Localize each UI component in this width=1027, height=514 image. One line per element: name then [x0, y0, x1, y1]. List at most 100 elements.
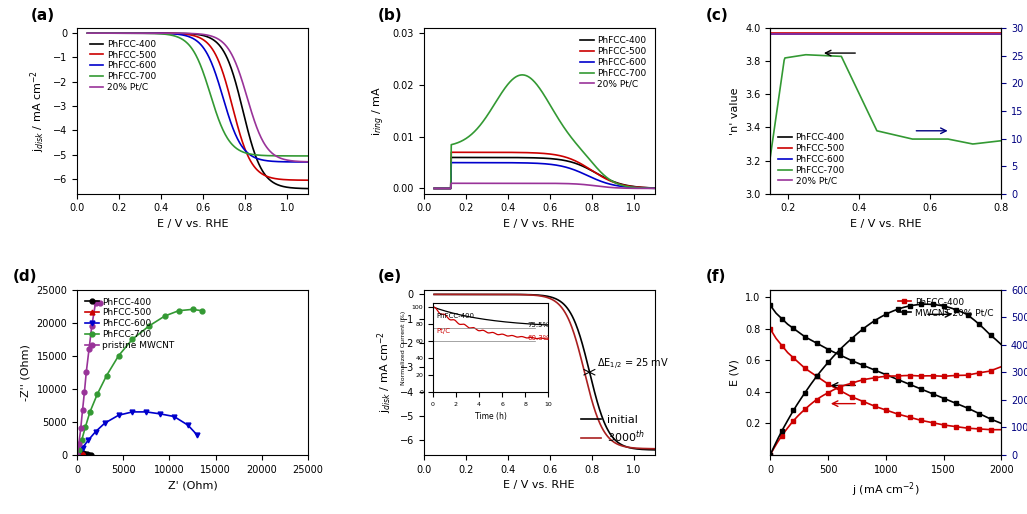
3000$^{th}$: [649, 446, 661, 452]
initial: [567, 315, 579, 321]
PhFCC-400: [72, 451, 84, 457]
X-axis label: E / V vs. RHE: E / V vs. RHE: [157, 219, 228, 229]
PhFCC-400: [84, 452, 97, 458]
PhFCC-700: [73, 447, 85, 453]
PhFCC-700: [158, 313, 170, 319]
Y-axis label: j$_{disk}$ / mA cm$^{-2}$: j$_{disk}$ / mA cm$^{-2}$: [29, 70, 47, 152]
Text: (b): (b): [378, 8, 402, 23]
PhFCC-400: [74, 450, 86, 456]
PhFCC-500: [76, 451, 88, 457]
PhFCC-600: [154, 411, 166, 417]
PhFCC-500: [72, 451, 84, 457]
PhFCC-400: [81, 451, 93, 457]
PhFCC-700: [195, 307, 207, 314]
PhFCC-500: [73, 450, 85, 456]
Line: initial: initial: [434, 295, 655, 450]
Legend: initial, 3000$^{th}$: initial, 3000$^{th}$: [577, 411, 649, 449]
PhFCC-700: [75, 437, 87, 444]
pristine MWCNT: [85, 323, 98, 329]
X-axis label: E / V vs. RHE: E / V vs. RHE: [503, 219, 575, 229]
initial: [428, 291, 441, 298]
initial: [587, 384, 600, 391]
PhFCC-400: [77, 450, 89, 456]
3000$^{th}$: [428, 291, 441, 298]
initial: [516, 291, 528, 298]
PhFCC-700: [126, 336, 139, 342]
Text: (e): (e): [378, 269, 402, 284]
initial: [500, 291, 512, 298]
Text: (f): (f): [706, 269, 726, 284]
Line: PhFCC-500: PhFCC-500: [75, 451, 87, 457]
Text: (c): (c): [706, 8, 728, 23]
PhFCC-400: [74, 450, 86, 456]
3000$^{th}$: [567, 327, 579, 333]
Line: 3000$^{th}$: 3000$^{th}$: [434, 295, 655, 449]
pristine MWCNT: [71, 452, 83, 458]
PhFCC-700: [84, 409, 97, 415]
Text: (d): (d): [12, 269, 37, 284]
3000$^{th}$: [587, 402, 600, 409]
Y-axis label: -Z'' (Ohm): -Z'' (Ohm): [21, 344, 31, 400]
PhFCC-700: [71, 452, 83, 458]
PhFCC-500: [78, 452, 90, 458]
PhFCC-700: [79, 424, 91, 430]
PhFCC-600: [112, 412, 125, 418]
PhFCC-400: [73, 450, 85, 456]
PhFCC-600: [126, 409, 139, 415]
pristine MWCNT: [94, 300, 107, 306]
PhFCC-600: [82, 437, 94, 444]
PhFCC-600: [140, 409, 152, 415]
PhFCC-400: [75, 450, 87, 456]
pristine MWCNT: [80, 369, 92, 375]
Legend: PhFCC-400, PhFCC-500, PhFCC-600, PhFCC-700, 20% Pt/C: PhFCC-400, PhFCC-500, PhFCC-600, PhFCC-7…: [774, 130, 848, 189]
PhFCC-500: [74, 450, 86, 456]
PhFCC-400: [83, 452, 96, 458]
pristine MWCNT: [89, 300, 102, 306]
Y-axis label: i$_{ring}$ / mA: i$_{ring}$ / mA: [371, 86, 387, 136]
initial: [455, 291, 467, 298]
3000$^{th}$: [500, 291, 512, 298]
PhFCC-700: [187, 306, 199, 313]
Line: pristine MWCNT: pristine MWCNT: [75, 300, 103, 457]
PhFCC-400: [71, 452, 83, 458]
PhFCC-600: [76, 445, 88, 451]
PhFCC-400: [71, 451, 83, 457]
PhFCC-600: [182, 422, 194, 428]
PhFCC-700: [143, 323, 155, 329]
Y-axis label: E (V): E (V): [729, 359, 739, 386]
pristine MWCNT: [73, 440, 85, 447]
pristine MWCNT: [83, 346, 96, 352]
X-axis label: E / V vs. RHE: E / V vs. RHE: [850, 219, 921, 229]
Legend: PhFCC-400, PhFCC-500, PhFCC-600, PhFCC-700, pristine MWCNT: PhFCC-400, PhFCC-500, PhFCC-600, PhFCC-7…: [81, 294, 178, 354]
Line: PhFCC-600: PhFCC-600: [75, 410, 199, 457]
initial: [588, 389, 601, 395]
PhFCC-500: [72, 450, 84, 456]
PhFCC-500: [71, 451, 83, 457]
PhFCC-600: [71, 452, 83, 458]
PhFCC-600: [99, 420, 111, 426]
Text: $\Delta$E$_{1/2}$ = 25 mV: $\Delta$E$_{1/2}$ = 25 mV: [597, 357, 669, 372]
Legend: PhFCC-400, PhFCC-500, PhFCC-600, PhFCC-700, 20% Pt/C: PhFCC-400, PhFCC-500, PhFCC-600, PhFCC-7…: [576, 33, 650, 92]
PhFCC-500: [75, 451, 87, 457]
Line: PhFCC-700: PhFCC-700: [75, 307, 204, 457]
X-axis label: E / V vs. RHE: E / V vs. RHE: [503, 480, 575, 490]
3000$^{th}$: [516, 291, 528, 298]
X-axis label: Z' (Ohm): Z' (Ohm): [167, 480, 218, 490]
Y-axis label: 'n' value: 'n' value: [729, 87, 739, 135]
PhFCC-600: [89, 429, 102, 435]
X-axis label: j (mA cm$^{-2}$): j (mA cm$^{-2}$): [852, 480, 919, 499]
pristine MWCNT: [78, 389, 90, 395]
PhFCC-600: [73, 449, 85, 455]
3000$^{th}$: [588, 406, 601, 412]
PhFCC-700: [112, 353, 125, 359]
initial: [649, 447, 661, 453]
pristine MWCNT: [75, 426, 87, 432]
PhFCC-700: [91, 391, 104, 397]
3000$^{th}$: [455, 291, 467, 298]
Text: (a): (a): [31, 8, 54, 23]
Legend: PhFCC-400, MWCNT-20% Pt/C: PhFCC-400, MWCNT-20% Pt/C: [893, 294, 997, 321]
Y-axis label: j$_{disk}$ / mA cm$^{-2}$: j$_{disk}$ / mA cm$^{-2}$: [376, 331, 394, 413]
PhFCC-700: [173, 307, 185, 314]
PhFCC-600: [167, 413, 181, 419]
Legend: PhFCC-400, PhFCC-500, PhFCC-600, PhFCC-700, 20% Pt/C: PhFCC-400, PhFCC-500, PhFCC-600, PhFCC-7…: [86, 36, 160, 96]
